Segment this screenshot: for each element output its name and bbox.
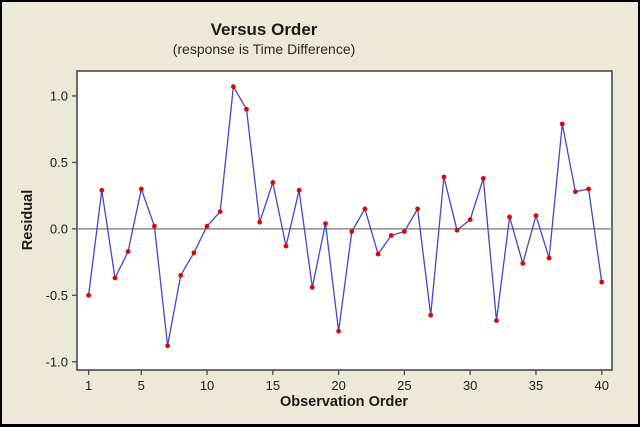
data-point: [112, 275, 118, 281]
data-point: [467, 217, 473, 223]
y-tick-label: 0.5: [50, 155, 68, 170]
x-tick-label: 10: [200, 378, 214, 393]
x-tick-label: 40: [595, 378, 609, 393]
data-point: [454, 227, 460, 233]
y-tick-label: 1.0: [50, 88, 68, 103]
x-tick-label: 30: [463, 378, 477, 393]
y-tick-label: -0.5: [46, 288, 68, 303]
x-tick-label: 20: [331, 378, 345, 393]
data-point: [441, 174, 447, 180]
data-point: [388, 233, 394, 238]
y-axis-ticks: 1.0 0.5 0.0 -0.5 -1.0: [46, 88, 77, 369]
data-point: [375, 251, 381, 257]
x-tick-label: 5: [138, 378, 145, 393]
data-point: [402, 229, 407, 234]
data-point: [165, 343, 171, 349]
x-tick-label: 35: [529, 378, 543, 393]
data-point: [336, 328, 341, 334]
plot-area: [76, 70, 613, 371]
data-point: [99, 187, 105, 193]
x-tick-label: 25: [397, 378, 411, 393]
data-point: [204, 223, 210, 229]
data-point: [270, 180, 276, 185]
data-point: [349, 229, 355, 234]
data-point: [138, 186, 144, 192]
data-point: [257, 219, 263, 225]
x-axis-title: Observation Order: [280, 394, 408, 410]
data-point: [520, 261, 526, 266]
data-points: [86, 84, 605, 349]
x-tick-label: 1: [85, 378, 92, 393]
y-tick-label: -1.0: [46, 354, 68, 369]
data-point: [178, 273, 184, 278]
data-point: [573, 189, 578, 195]
data-point: [152, 223, 157, 229]
data-point: [507, 214, 512, 220]
residual-connect-line: [87, 84, 603, 346]
data-point: [244, 106, 249, 112]
data-point: [480, 176, 486, 181]
data-point: [309, 284, 315, 290]
x-tick-label: 15: [266, 378, 280, 393]
data-point: [86, 292, 91, 298]
data-point: [191, 250, 197, 256]
data-point: [362, 206, 368, 212]
x-axis-ticks: 1 5 10 15 20 25 30 35 40: [85, 370, 609, 393]
y-tick-label: 0.0: [50, 221, 68, 236]
chart-subtitle: (response is Time Difference): [173, 41, 356, 57]
chart-title: Versus Order: [211, 20, 318, 39]
data-point: [599, 279, 605, 285]
data-point: [415, 206, 420, 212]
data-point: [323, 221, 328, 227]
data-point: [559, 121, 565, 127]
data-point: [296, 187, 302, 193]
data-point: [231, 84, 236, 90]
data-point: [546, 255, 552, 261]
data-point: [494, 318, 499, 323]
data-point: [428, 312, 434, 318]
data-point: [217, 209, 223, 215]
y-axis-title: Residual: [20, 190, 36, 250]
data-point: [283, 243, 289, 249]
data-point: [125, 249, 131, 254]
data-point: [533, 213, 539, 219]
data-point: [586, 186, 591, 192]
